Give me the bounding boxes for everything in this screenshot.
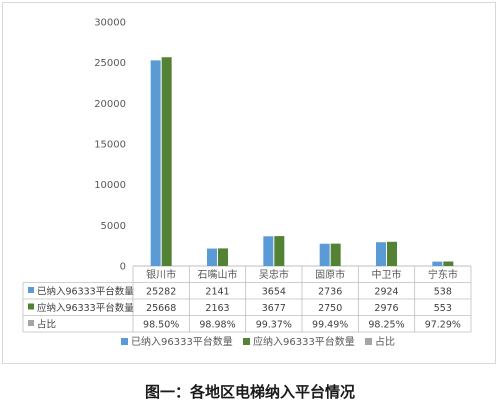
- category-label: 固原市: [315, 268, 345, 281]
- table-legend-key: [28, 303, 34, 310]
- category-label: 中卫市: [372, 268, 402, 281]
- bar-enrolled-1: [207, 248, 217, 266]
- y-tick-label: 20000: [94, 99, 126, 110]
- table-cell: 98.50%: [143, 320, 179, 331]
- legend-swatch: [121, 338, 128, 345]
- table-cell: 2924: [374, 287, 398, 298]
- y-tick-label: 30000: [94, 18, 126, 29]
- table-legend-key: [28, 287, 34, 293]
- table-cell: 2163: [205, 303, 229, 314]
- table-cell: 2976: [374, 303, 398, 314]
- y-tick-label: 25000: [94, 58, 126, 69]
- table-cell: 99.37%: [256, 320, 292, 331]
- legend-swatch: [365, 338, 372, 345]
- table-row-label: 已纳入96333平台数量: [37, 286, 134, 298]
- bar-enrolled-0: [150, 60, 161, 267]
- bar-required-5: [443, 261, 454, 266]
- bar-required-4: [387, 241, 397, 266]
- table-cell: 98.25%: [368, 320, 404, 331]
- table-cell: 3654: [262, 287, 286, 298]
- chart-frame: [2, 2, 496, 364]
- category-label: 宁东市: [428, 268, 458, 281]
- legend-label: 应纳入96333平台数量: [253, 335, 355, 348]
- bar-enrolled-3: [319, 243, 330, 266]
- table-cell: 98.98%: [199, 320, 235, 331]
- table-row-label: 占比: [37, 319, 56, 331]
- bar-enrolled-4: [376, 242, 386, 266]
- table-cell: 2736: [318, 287, 342, 298]
- bar-required-2: [274, 236, 285, 266]
- category-label: 银川市: [146, 268, 176, 281]
- bar-required-0: [161, 57, 172, 267]
- bar-required-1: [218, 248, 228, 266]
- legend-swatch: [243, 338, 250, 345]
- category-label: 石嘴山市: [198, 268, 238, 281]
- table-cell: 97.29%: [425, 320, 461, 331]
- y-tick-label: 15000: [94, 140, 126, 151]
- legend-label: 已纳入96333平台数量: [131, 335, 233, 348]
- table-legend-key: [28, 320, 34, 326]
- table-cell: 25668: [146, 303, 176, 314]
- table-cell: 553: [434, 303, 452, 314]
- figure-caption: 图一：各地区电梯纳入平台情况: [144, 383, 355, 401]
- table-cell: 25282: [146, 287, 176, 298]
- table-cell: 3677: [262, 303, 286, 314]
- table-cell: 2750: [318, 303, 342, 314]
- bar-enrolled-5: [432, 261, 443, 266]
- table-cell: 99.49%: [312, 320, 348, 331]
- legend-label: 占比: [375, 335, 395, 348]
- bar-enrolled-2: [263, 236, 274, 266]
- category-label: 吴忠市: [259, 268, 289, 281]
- table-row-label: 应纳入96333平台数量: [37, 302, 134, 314]
- y-tick-label: 5000: [101, 221, 126, 232]
- y-tick-label: 0: [120, 262, 126, 273]
- bar-required-3: [330, 243, 341, 266]
- table-cell: 538: [434, 287, 452, 298]
- table-cell: 2141: [205, 287, 229, 298]
- y-tick-label: 10000: [94, 180, 126, 191]
